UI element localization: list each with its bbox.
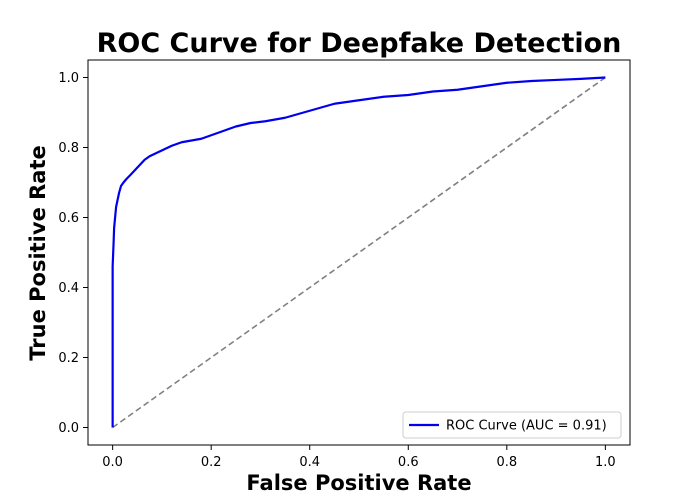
x-tick-label: 0.6	[398, 455, 419, 470]
y-tick-label: 0.8	[58, 141, 79, 156]
y-tick-label: 0.0	[58, 421, 79, 436]
x-tick-label: 0.0	[102, 455, 123, 470]
diagonal-reference-line	[112, 76, 606, 429]
x-tick-label: 0.2	[201, 455, 222, 470]
plot-frame	[87, 59, 631, 446]
legend: ROC Curve (AUC = 0.91)	[402, 411, 622, 439]
x-tick-label: 0.8	[496, 455, 517, 470]
y-tick-label: 0.4	[58, 281, 79, 296]
chart-title: ROC Curve for Deepfake Detection	[97, 28, 622, 59]
x-tick-label: 0.4	[299, 455, 320, 470]
plot-area	[111, 76, 606, 429]
x-axis: 0.0 0.2 0.4 0.6 0.8 1.0	[102, 445, 616, 470]
y-axis: 0.0 0.2 0.4 0.6 0.8 1.0	[58, 71, 88, 436]
y-tick-label: 0.6	[58, 211, 79, 226]
x-axis-title: False Positive Rate	[246, 471, 471, 495]
y-axis-title: True Positive Rate	[26, 145, 50, 361]
roc-curve-line	[111, 76, 606, 428]
y-tick-label: 1.0	[58, 71, 79, 86]
legend-label: ROC Curve (AUC = 0.91)	[446, 419, 607, 434]
y-tick-label: 0.2	[58, 351, 79, 366]
x-tick-label: 1.0	[595, 455, 616, 470]
legend-box	[402, 411, 622, 439]
